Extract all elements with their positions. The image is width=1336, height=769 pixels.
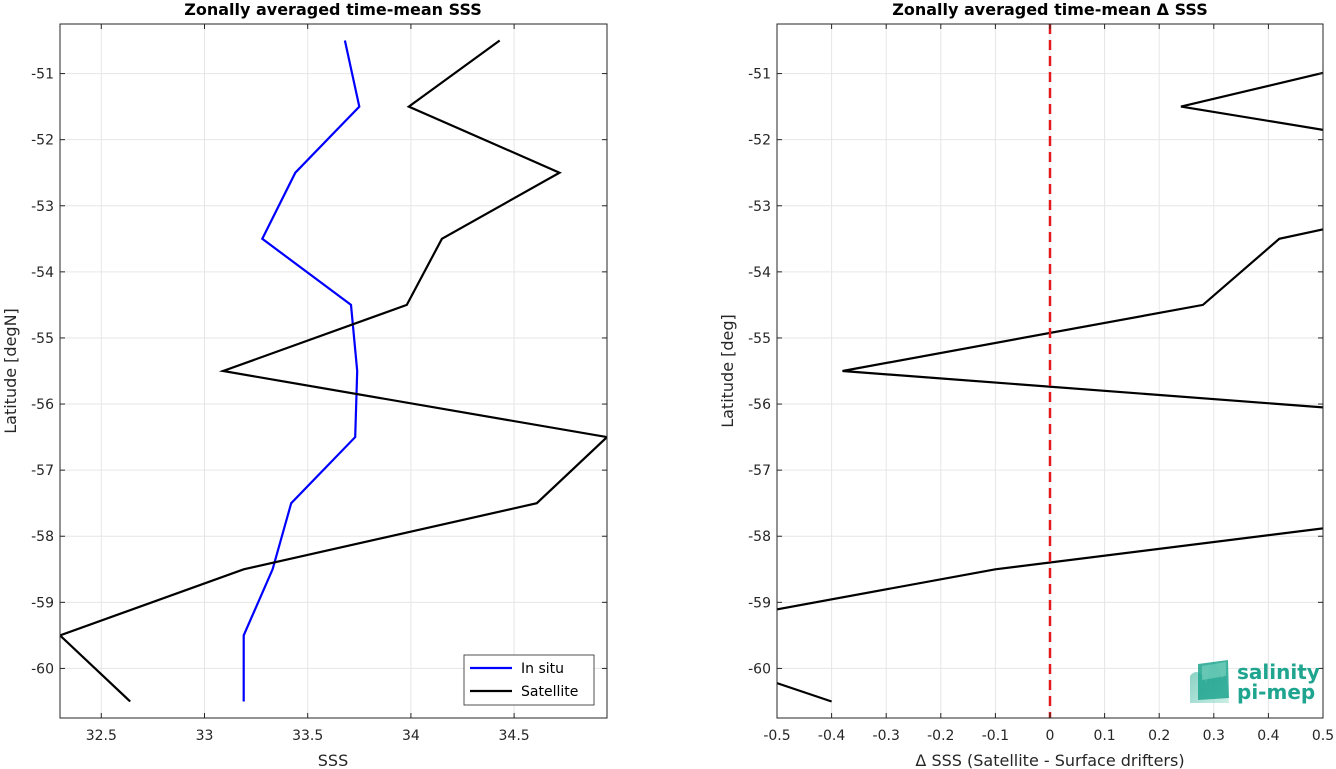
x-tick-label: 33 (196, 728, 214, 744)
delta-sss-line (777, 71, 1323, 703)
series-layer (777, 24, 1323, 718)
y-tick-label: -60 (748, 661, 771, 677)
x-tick-label: -0.5 (763, 728, 790, 744)
y-tick-label: -55 (31, 331, 54, 347)
y-axis-label: Latitude [degN] (1, 308, 20, 434)
y-tick-label: -58 (31, 529, 54, 545)
y-tick-label: -51 (748, 67, 771, 83)
y-tick-label: -55 (748, 331, 771, 347)
x-tick-label: -0.4 (818, 728, 845, 744)
x-tick-labels: -0.5 -0.4 -0.3 -0.2 -0.1 0 0.1 0.2 0.3 0.4 0.5 (763, 728, 1334, 744)
chart-title: Zonally averaged time-mean SSS (184, 0, 482, 19)
y-tick-label: -51 (31, 67, 54, 83)
y-tick-label: -57 (748, 463, 771, 479)
y-axis-label: Latitude [deg] (718, 314, 737, 428)
x-tick-label: 0 (1046, 728, 1055, 744)
legend-label-in-situ: In situ (521, 661, 564, 677)
x-tick-label: -0.3 (873, 728, 900, 744)
x-tick-label: 34 (402, 728, 420, 744)
y-tick-label: -53 (31, 199, 54, 215)
tick-marks (776, 24, 1324, 718)
chart-title: Zonally averaged time-mean Δ SSS (892, 0, 1208, 19)
legend-box (463, 654, 595, 706)
x-tick-label: 0.3 (1203, 728, 1225, 744)
x-axis-label: SSS (318, 751, 348, 769)
series-line-satellite (60, 39, 607, 703)
x-tick-label: 34.5 (499, 728, 530, 744)
tick-marks (60, 24, 607, 718)
logo-mark-icon (1190, 660, 1229, 703)
y-tick-label: -56 (31, 397, 54, 413)
y-tick-label: -58 (748, 529, 771, 545)
series-line-in-situ (242, 40, 361, 702)
y-tick-labels: -51 -52 -53 -54 -55 -56 -57 -58 -59 -60 (748, 67, 771, 678)
y-tick-label: -53 (748, 199, 771, 215)
x-tick-label: 0.4 (1257, 728, 1279, 744)
y-tick-labels: -51 -52 -53 -54 -55 -56 -57 -58 -59 -60 (31, 67, 54, 678)
x-tick-label: 0.1 (1093, 728, 1115, 744)
plot-area (60, 24, 607, 718)
y-tick-label: -52 (748, 133, 771, 149)
legend-label-satellite: Satellite (521, 684, 578, 700)
y-tick-label: -57 (31, 463, 54, 479)
series-layer (60, 39, 607, 703)
x-tick-label: -0.1 (982, 728, 1009, 744)
x-tick-label: 33.5 (292, 728, 323, 744)
grid-lines (60, 24, 607, 718)
x-tick-labels: 32.5 33 33.5 34 34.5 (86, 728, 530, 744)
logo-text-pi-mep: pi-mep (1237, 680, 1315, 704)
x-tick-label: 0.5 (1312, 728, 1334, 744)
y-tick-label: -56 (748, 397, 771, 413)
y-tick-label: -59 (748, 595, 771, 611)
x-tick-label: -0.2 (927, 728, 954, 744)
salinity-pi-mep-logo: salinity pi-mep (1190, 660, 1320, 704)
logo-text-salinity: salinity (1237, 660, 1320, 684)
delta-sss-panel: -0.5 -0.4 -0.3 -0.2 -0.1 0 0.1 0.2 0.3 0.4 0.5 -51… (718, 0, 1334, 769)
x-axis-label: Δ SSS (Satellite - Surface drifters) (915, 751, 1184, 769)
x-tick-label: 32.5 (86, 728, 117, 744)
axes-box (59, 23, 608, 719)
x-tick-label: 0.2 (1148, 728, 1170, 744)
y-tick-label: -52 (31, 133, 54, 149)
y-tick-label: -60 (31, 661, 54, 677)
y-tick-label: -54 (748, 265, 771, 281)
sss-panel: 32.5 33 33.5 34 34.5 -51-52-53-54-55-56-57-5… (1, 0, 608, 769)
legend: In situ Satellite (463, 654, 595, 706)
y-tick-label: -59 (31, 595, 54, 611)
y-tick-label: -54 (31, 265, 54, 281)
